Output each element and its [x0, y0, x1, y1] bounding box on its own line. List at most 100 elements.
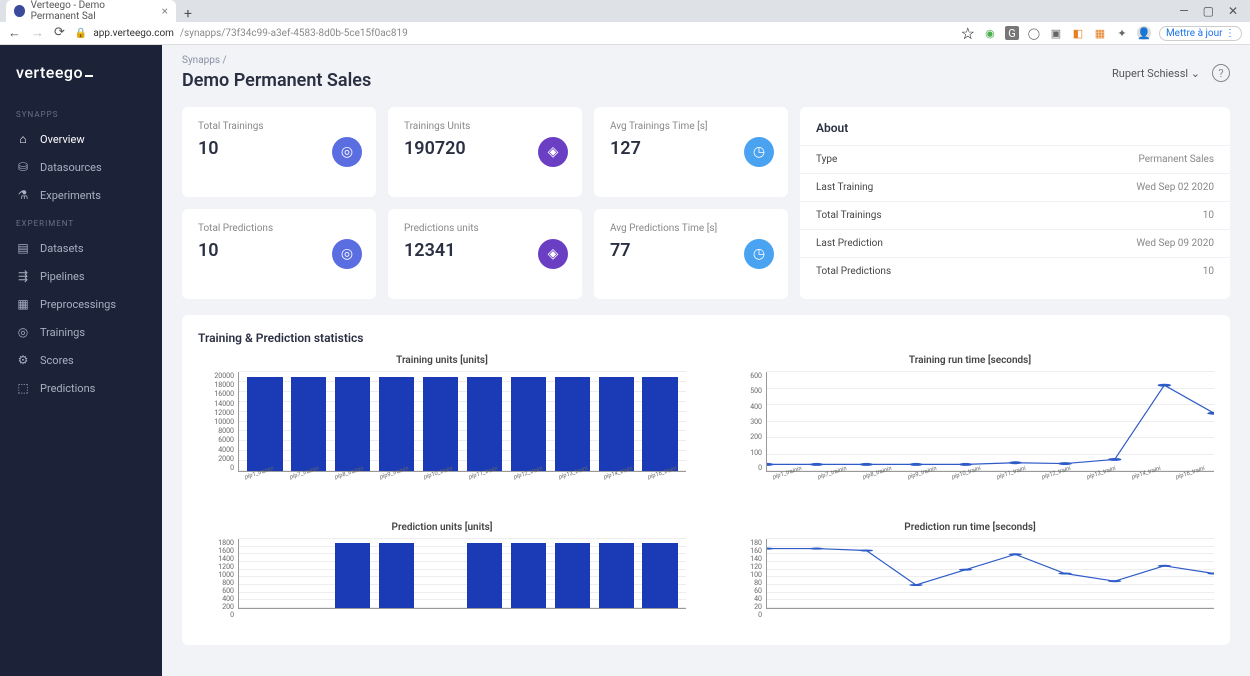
sidebar: verteego SYNAPPS ⌂Overview⛁Datasources⚗E…: [0, 45, 162, 676]
about-row: Total Trainings10: [800, 201, 1230, 229]
stat-badge-icon: ◈: [538, 239, 568, 269]
sidebar-item-experiments[interactable]: ⚗Experiments: [0, 181, 162, 209]
y-axis: 2000018000160001400012000100008000600040…: [198, 372, 238, 472]
update-button[interactable]: Mettre à jour ⋮: [1159, 26, 1242, 41]
bar: [335, 377, 370, 471]
help-icon[interactable]: ?: [1212, 64, 1230, 82]
stat-badge-icon: ◎: [332, 239, 362, 269]
stat-card-2: Avg Trainings Time [s]127◷: [594, 107, 788, 197]
bar: [642, 377, 677, 471]
ext-icon-2[interactable]: G: [1005, 26, 1019, 40]
new-tab-button[interactable]: +: [176, 6, 200, 22]
chart-title: Prediction units [units]: [198, 522, 686, 533]
sidebar-item-label: Scores: [40, 354, 74, 367]
main-content: Synapps / Demo Permanent Sales Rupert Sc…: [162, 45, 1250, 676]
bar: [467, 543, 502, 608]
home-icon: ⌂: [16, 132, 30, 146]
bar: [555, 377, 590, 471]
user-menu[interactable]: Rupert Schiessl ⌄: [1112, 67, 1200, 80]
bar: [599, 377, 634, 471]
favicon-icon: [14, 5, 25, 17]
about-key: Last Training: [816, 182, 873, 193]
about-row: Type Permanent Sales: [800, 145, 1230, 173]
sidebar-item-preprocessings[interactable]: ▦Preprocessings: [0, 290, 162, 318]
plot-area: [766, 372, 1214, 472]
stat-card-4: Predictions units12341◈: [388, 209, 582, 299]
x-axis: pip1_traininpip7_traininpip8_traininpip9…: [766, 474, 1214, 481]
chart-title: Prediction run time [seconds]: [726, 522, 1214, 533]
minimize-icon[interactable]: —: [1179, 4, 1188, 18]
ext-icon-3[interactable]: ◯: [1027, 26, 1041, 40]
chart-training-run-time-seconds-: Training run time [seconds]6005004003002…: [726, 355, 1214, 502]
sidebar-item-overview[interactable]: ⌂Overview: [0, 125, 162, 153]
about-row: Last PredictionWed Sep 09 2020: [800, 229, 1230, 257]
about-row: Last Training Wed Sep 02 2020: [800, 173, 1230, 201]
about-value: Wed Sep 02 2020: [1136, 182, 1214, 193]
stat-badge-icon: ◷: [744, 137, 774, 167]
sidebar-item-trainings[interactable]: ◎Trainings: [0, 318, 162, 346]
about-key: Type: [816, 154, 837, 165]
sidebar-item-scores[interactable]: ⚙Scores: [0, 346, 162, 374]
bar: [555, 543, 590, 608]
about-key: Last Prediction: [816, 238, 883, 249]
breadcrumb[interactable]: Synapps /: [182, 55, 371, 66]
page-title: Demo Permanent Sales: [182, 70, 371, 91]
sidebar-item-label: Trainings: [40, 326, 85, 339]
address-bar: ← → ⟳ 🔒 app.verteego.com/synapps/73f34c9…: [0, 22, 1250, 45]
url-host: app.verteego.com: [93, 28, 174, 39]
url-field[interactable]: 🔒 app.verteego.com/synapps/73f34c99-a3ef…: [75, 28, 951, 39]
toolbar-extensions: ☆ ◉ G ◯ ▣ ◧ ▦ ✦ 👤 Mettre à jour ⋮: [961, 24, 1242, 43]
charts-title: Training & Prediction statistics: [198, 331, 1214, 345]
y-axis: 180016001400120010008006004002000: [198, 539, 238, 609]
bar: [423, 377, 458, 471]
ext-icon-1[interactable]: ◉: [983, 26, 997, 40]
chart-title: Training run time [seconds]: [726, 355, 1214, 366]
x-axis: pip1_traininpip7_traininpip8_traininpip9…: [238, 474, 686, 481]
db-icon: ⛁: [16, 160, 30, 174]
bar: [511, 543, 546, 608]
stat-label: Predictions units: [404, 223, 566, 234]
ext-icon-6[interactable]: ▦: [1093, 26, 1107, 40]
stat-card-3: Total Predictions10◎: [182, 209, 376, 299]
back-icon[interactable]: ←: [8, 25, 21, 41]
stat-label: Avg Predictions Time [s]: [610, 223, 772, 234]
forward-icon[interactable]: →: [31, 25, 44, 41]
stat-label: Total Trainings: [198, 121, 360, 132]
sidebar-item-datasources[interactable]: ⛁Datasources: [0, 153, 162, 181]
tab-title: Verteego - Demo Permanent Sal: [31, 0, 156, 22]
sidebar-section-experiment: EXPERIMENT: [0, 209, 162, 234]
sidebar-item-datasets[interactable]: ▤Datasets: [0, 234, 162, 262]
bar: [335, 543, 370, 608]
star-icon[interactable]: ☆: [961, 24, 975, 43]
sidebar-item-label: Experiments: [40, 189, 101, 202]
browser-tab[interactable]: Verteego - Demo Permanent Sal ×: [6, 0, 176, 22]
maximize-icon[interactable]: ▢: [1203, 4, 1214, 18]
about-key: Total Predictions: [816, 266, 891, 277]
grid-icon: ▦: [16, 297, 30, 311]
about-title: About: [800, 121, 1230, 145]
tab-bar: Verteego - Demo Permanent Sal × + — ▢ ✕: [0, 0, 1250, 22]
extensions-icon[interactable]: ✦: [1115, 26, 1129, 40]
chart-prediction-units-units-: Prediction units [units] 1800160014001200…: [198, 522, 686, 629]
layers-icon: ▤: [16, 241, 30, 255]
line-plot: [767, 539, 1214, 608]
stat-card-0: Total Trainings10◎: [182, 107, 376, 197]
stat-label: Avg Trainings Time [s]: [610, 121, 772, 132]
ext-icon-4[interactable]: ▣: [1049, 26, 1063, 40]
y-axis: 180160140120100806040200: [726, 539, 766, 609]
stat-badge-icon: ◷: [744, 239, 774, 269]
avatar-icon[interactable]: 👤: [1137, 26, 1151, 40]
sidebar-item-pipelines[interactable]: ⇶Pipelines: [0, 262, 162, 290]
close-tab-icon[interactable]: ×: [162, 4, 168, 18]
sidebar-section-synapps: SYNAPPS: [0, 100, 162, 125]
chart-training-units-units-: Training units [units]200001800016000140…: [198, 355, 686, 502]
ext-icon-5[interactable]: ◧: [1071, 26, 1085, 40]
bar: [599, 543, 634, 608]
cube-icon: ⬚: [16, 381, 30, 395]
sidebar-item-predictions[interactable]: ⬚Predictions: [0, 374, 162, 402]
close-window-icon[interactable]: ✕: [1228, 4, 1238, 18]
stat-label: Trainings Units: [404, 121, 566, 132]
reload-icon[interactable]: ⟳: [54, 25, 65, 41]
about-value: Permanent Sales: [1138, 154, 1214, 165]
stat-label: Total Predictions: [198, 223, 360, 234]
